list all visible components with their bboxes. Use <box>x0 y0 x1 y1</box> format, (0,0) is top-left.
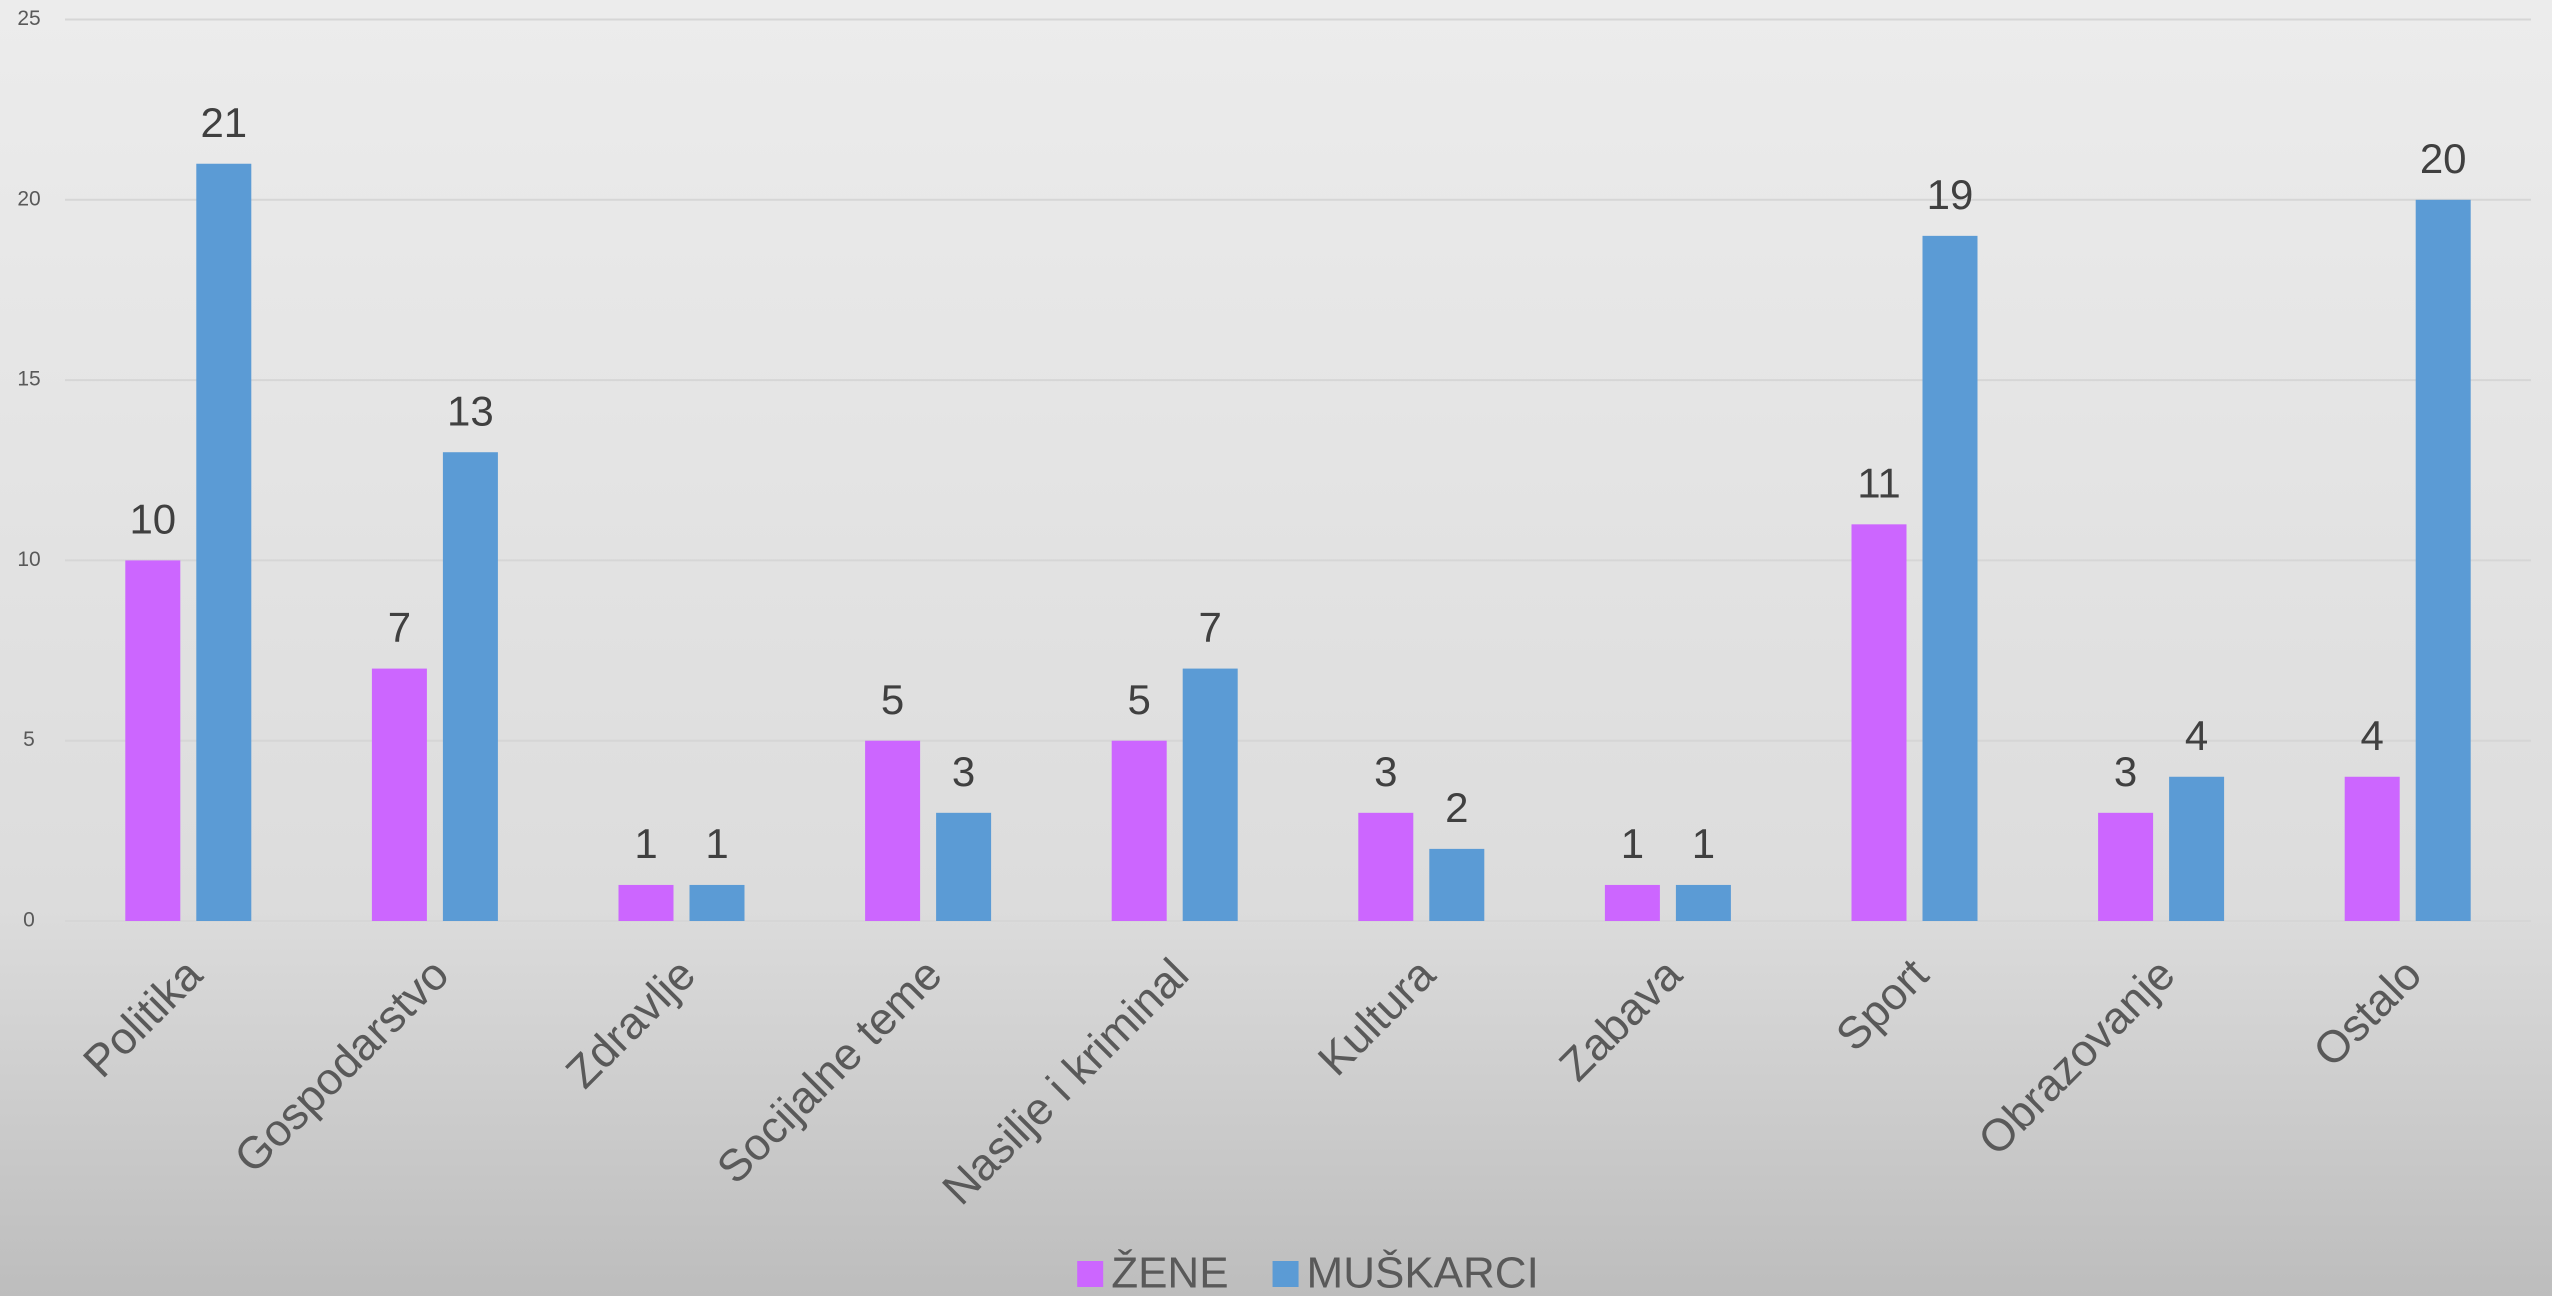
legend-label: ŽENE <box>1111 1249 1228 1296</box>
bar <box>2344 776 2400 921</box>
bar <box>125 560 181 921</box>
bar <box>936 812 992 921</box>
bar <box>2098 812 2154 921</box>
bar <box>618 884 674 921</box>
bar <box>2415 199 2471 922</box>
bar <box>1429 848 1485 921</box>
data-label: 10 <box>129 495 176 542</box>
legend: ŽENE MUŠKARCI <box>1077 1248 1539 1296</box>
data-label: 3 <box>952 748 975 795</box>
data-label: 5 <box>881 676 904 723</box>
legend-swatch <box>1272 1261 1299 1287</box>
bar <box>1111 740 1167 921</box>
data-label: 21 <box>200 99 247 146</box>
data-label: 3 <box>1374 748 1397 795</box>
y-tick-label: 0 <box>23 909 35 932</box>
bar <box>2169 776 2225 921</box>
data-label: 5 <box>1128 676 1151 723</box>
bar <box>689 884 745 921</box>
data-label: 1 <box>1621 820 1644 867</box>
data-label: 4 <box>2361 712 2384 759</box>
y-tick-label: 20 <box>17 187 40 210</box>
y-tick-label: 15 <box>17 368 40 391</box>
data-label: 7 <box>388 604 411 651</box>
y-tick-label: 25 <box>17 7 40 30</box>
bar <box>1604 884 1660 921</box>
bar <box>1851 524 1907 921</box>
bar <box>1182 668 1238 921</box>
bar <box>196 163 252 922</box>
data-label: 11 <box>1857 459 1901 506</box>
data-label: 20 <box>2420 135 2467 182</box>
bar <box>1675 884 1731 921</box>
bar <box>442 452 498 921</box>
data-label: 1 <box>705 820 728 867</box>
data-label: 13 <box>447 387 494 434</box>
data-label: 19 <box>1927 171 1974 218</box>
data-label: 1 <box>1692 820 1715 867</box>
data-label: 3 <box>2114 748 2137 795</box>
bar <box>1922 235 1978 922</box>
data-label: 2 <box>1445 784 1468 831</box>
bar <box>371 668 427 921</box>
data-label: 1 <box>634 820 657 867</box>
legend-label: MUŠKARCI <box>1307 1248 1539 1296</box>
data-label: 4 <box>2185 712 2208 759</box>
legend-swatch <box>1077 1261 1104 1287</box>
y-tick-label: 10 <box>17 548 40 571</box>
bar <box>1358 812 1414 921</box>
bar <box>865 740 921 921</box>
y-tick-label: 5 <box>23 728 35 751</box>
data-label: 7 <box>1199 604 1222 651</box>
